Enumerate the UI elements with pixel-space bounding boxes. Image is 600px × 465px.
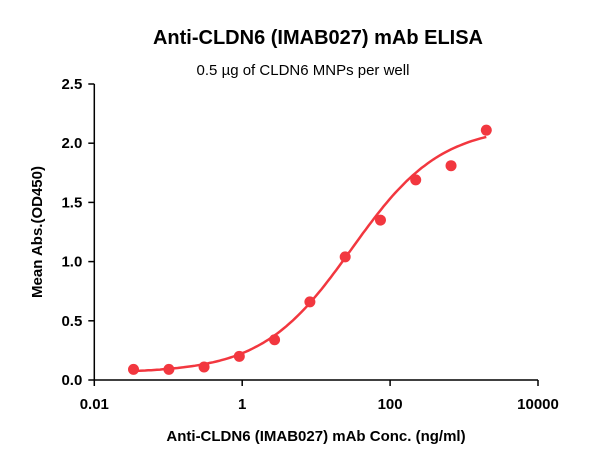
data-point xyxy=(269,334,281,346)
data-point xyxy=(233,350,245,362)
tick-labels: 0.01 1 100 10000 0.0 0.5 1.0 1.5 2.0 2.5 xyxy=(61,76,558,413)
axes xyxy=(88,83,539,386)
y-tick-label: 2.0 xyxy=(61,135,82,152)
data-point xyxy=(374,214,386,226)
data-point xyxy=(410,174,422,186)
x-tick-label: 100 xyxy=(378,396,403,413)
data-point xyxy=(163,363,175,375)
data-point xyxy=(445,160,457,172)
data-point xyxy=(480,124,492,136)
y-tick-label: 1.5 xyxy=(61,194,82,211)
data-point xyxy=(198,361,210,373)
data-points xyxy=(128,124,492,375)
y-tick-label: 0.5 xyxy=(61,313,82,330)
chart-subtitle: 0.5 µg of CLDN6 MNPs per well xyxy=(197,62,410,79)
chart-title: Anti-CLDN6 (IMAB027) mAb ELISA xyxy=(153,27,483,49)
data-point xyxy=(339,251,351,263)
data-point xyxy=(304,296,316,308)
x-tick-label: 1 xyxy=(238,396,246,413)
x-tick-label: 10000 xyxy=(517,396,559,413)
y-axis-label: Mean Abs.(OD450) xyxy=(29,166,46,298)
data-point xyxy=(128,363,140,375)
x-axis-label: Anti-CLDN6 (IMAB027) mAb Conc. (ng/ml) xyxy=(166,428,465,445)
fit-curve xyxy=(133,135,487,373)
y-tick-label: 1.0 xyxy=(61,254,82,271)
y-tick-label: 2.5 xyxy=(61,76,82,93)
y-tick-label: 0.0 xyxy=(61,372,82,389)
x-tick-label: 0.01 xyxy=(80,396,109,413)
